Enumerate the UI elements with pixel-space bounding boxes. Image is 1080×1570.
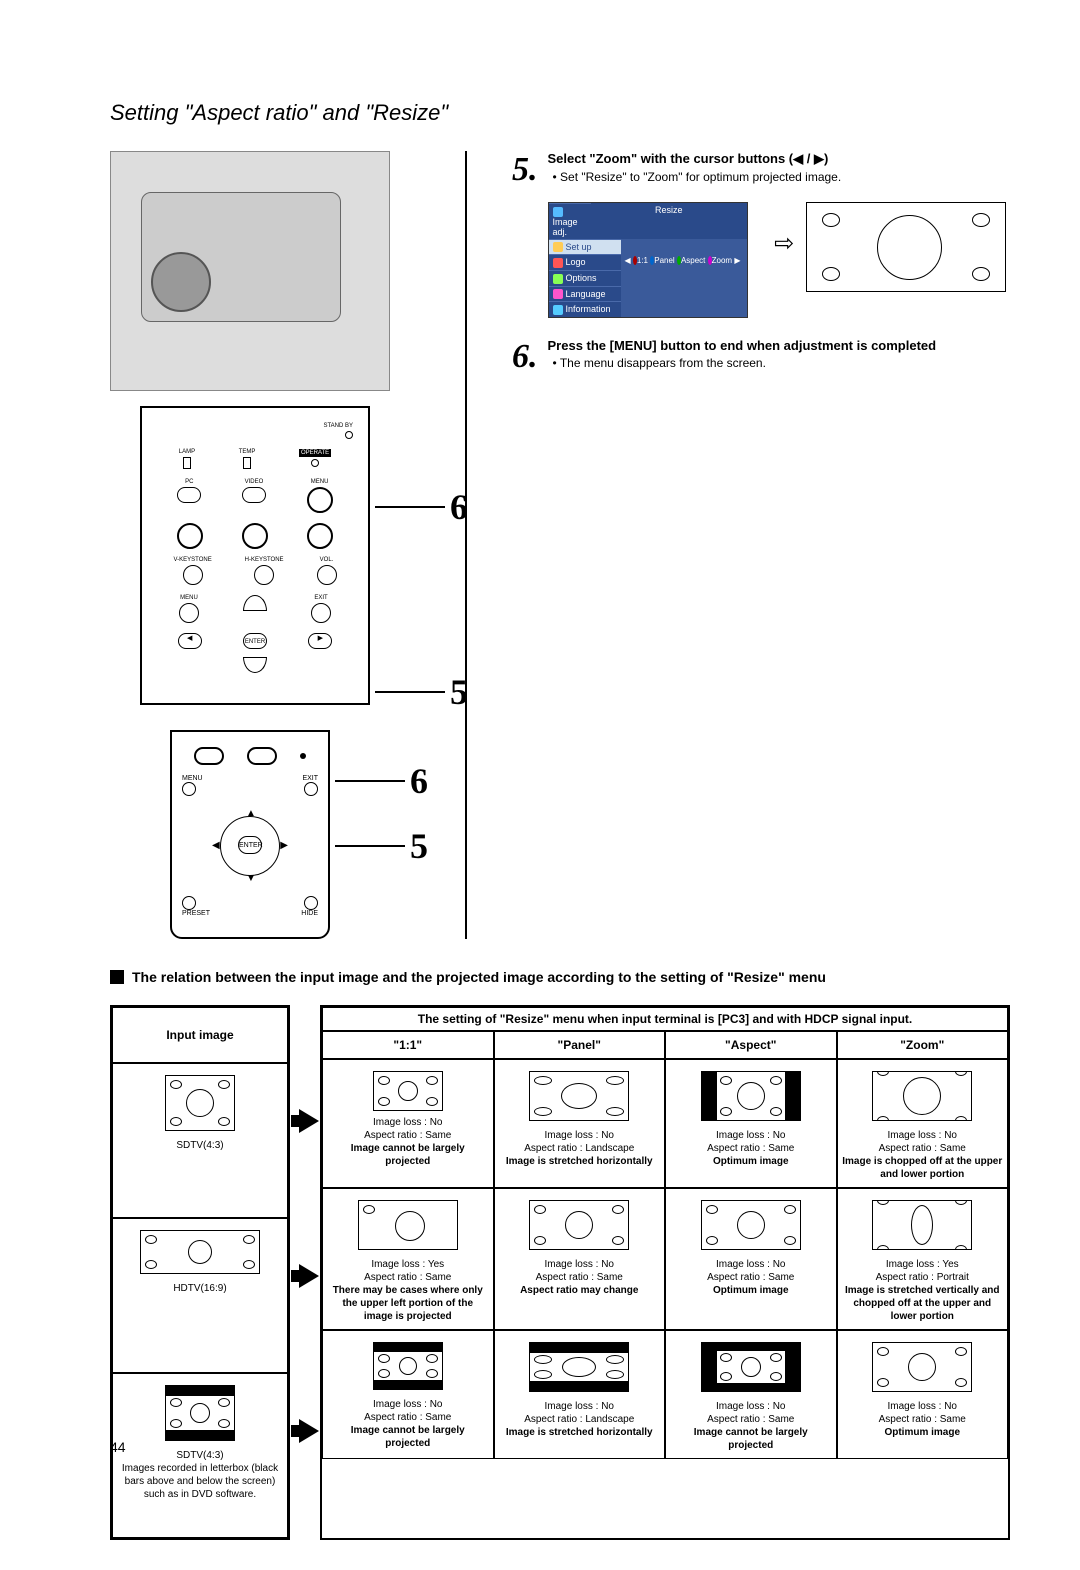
relation-heading: The relation between the input image and… bbox=[110, 969, 1010, 985]
callout-5b: 5 bbox=[410, 825, 428, 867]
arrow-icon: ⇨ bbox=[774, 229, 794, 258]
remote-control: MENUEXIT ▲ ◀ ▶ ▼ ENTER PRESETHIDE bbox=[170, 730, 330, 939]
menu-screenshot: Image adj.Resize Set up Logo◀ 1:1 Panel … bbox=[548, 202, 748, 318]
right-column: 5. Select "Zoom" with the cursor buttons… bbox=[512, 151, 1010, 939]
step-6: 6. Press the [MENU] button to end when a… bbox=[512, 338, 1010, 376]
callout-5a: 5 bbox=[450, 671, 468, 713]
projector-image bbox=[110, 151, 390, 391]
callout-6b: 6 bbox=[410, 760, 428, 802]
input-image-column: Input image SDTV(4:3) HDTV(16:9) SDTV(4:… bbox=[110, 1005, 290, 1540]
control-panel: STAND BY LAMP TEMP OPERATE PC VIDEO MENU… bbox=[140, 406, 370, 705]
resize-table: The setting of "Resize" menu when input … bbox=[320, 1005, 1010, 1540]
arrow-icon bbox=[299, 1109, 319, 1133]
arrow-icon bbox=[299, 1264, 319, 1288]
result-preview bbox=[806, 202, 1006, 292]
step-5: 5. Select "Zoom" with the cursor buttons… bbox=[512, 151, 1010, 318]
left-column: STAND BY LAMP TEMP OPERATE PC VIDEO MENU… bbox=[110, 151, 420, 939]
callout-6a: 6 bbox=[450, 486, 468, 528]
section-title: Setting "Aspect ratio" and "Resize" bbox=[110, 100, 1010, 126]
arrow-icon bbox=[299, 1419, 319, 1443]
page-number: 44 bbox=[110, 1439, 126, 1455]
